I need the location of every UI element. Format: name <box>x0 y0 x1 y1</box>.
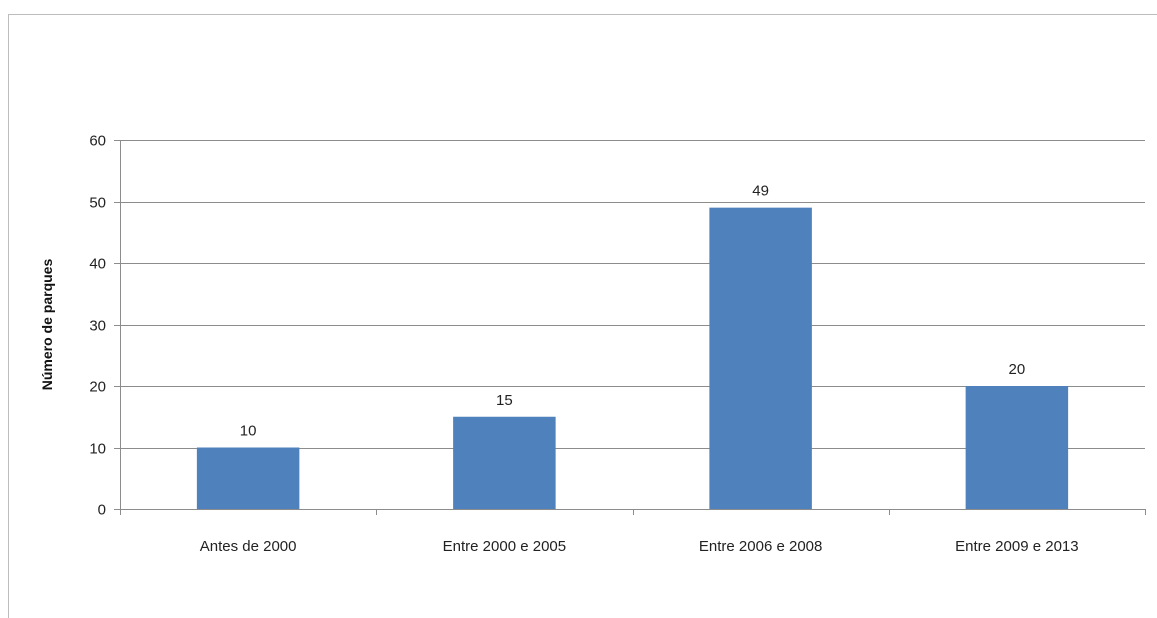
x-tick-label: Antes de 2000 <box>200 538 297 555</box>
data-label: 20 <box>1009 361 1026 378</box>
bar <box>709 207 812 509</box>
y-tick-label: 0 <box>98 502 106 519</box>
labels: 0 10 20 30 40 50 60 10 Antes de 2000 15 Entre 2000… <box>89 133 1078 556</box>
bar <box>196 447 300 509</box>
y-tick-label: 20 <box>89 379 106 396</box>
data-label: 49 <box>752 183 769 200</box>
x-tick-label: Entre 2009 e 2013 <box>955 538 1078 555</box>
y-tick-label: 50 <box>89 195 106 212</box>
chart-border <box>8 14 1157 618</box>
data-label: 15 <box>496 392 513 409</box>
bar <box>965 386 1069 509</box>
y-tick-label: 60 <box>89 133 106 150</box>
y-tick-label: 30 <box>89 318 106 335</box>
data-label: 10 <box>240 423 257 440</box>
y-axis-title: Número de parques <box>39 259 55 391</box>
x-tick-label: Entre 2006 e 2008 <box>699 538 822 555</box>
y-tick-label: 10 <box>89 441 106 458</box>
bar <box>453 416 556 509</box>
x-tick-label: Entre 2000 e 2005 <box>443 538 566 555</box>
axes <box>114 140 1146 515</box>
bars <box>196 207 1069 509</box>
y-tick-label: 40 <box>89 256 106 273</box>
